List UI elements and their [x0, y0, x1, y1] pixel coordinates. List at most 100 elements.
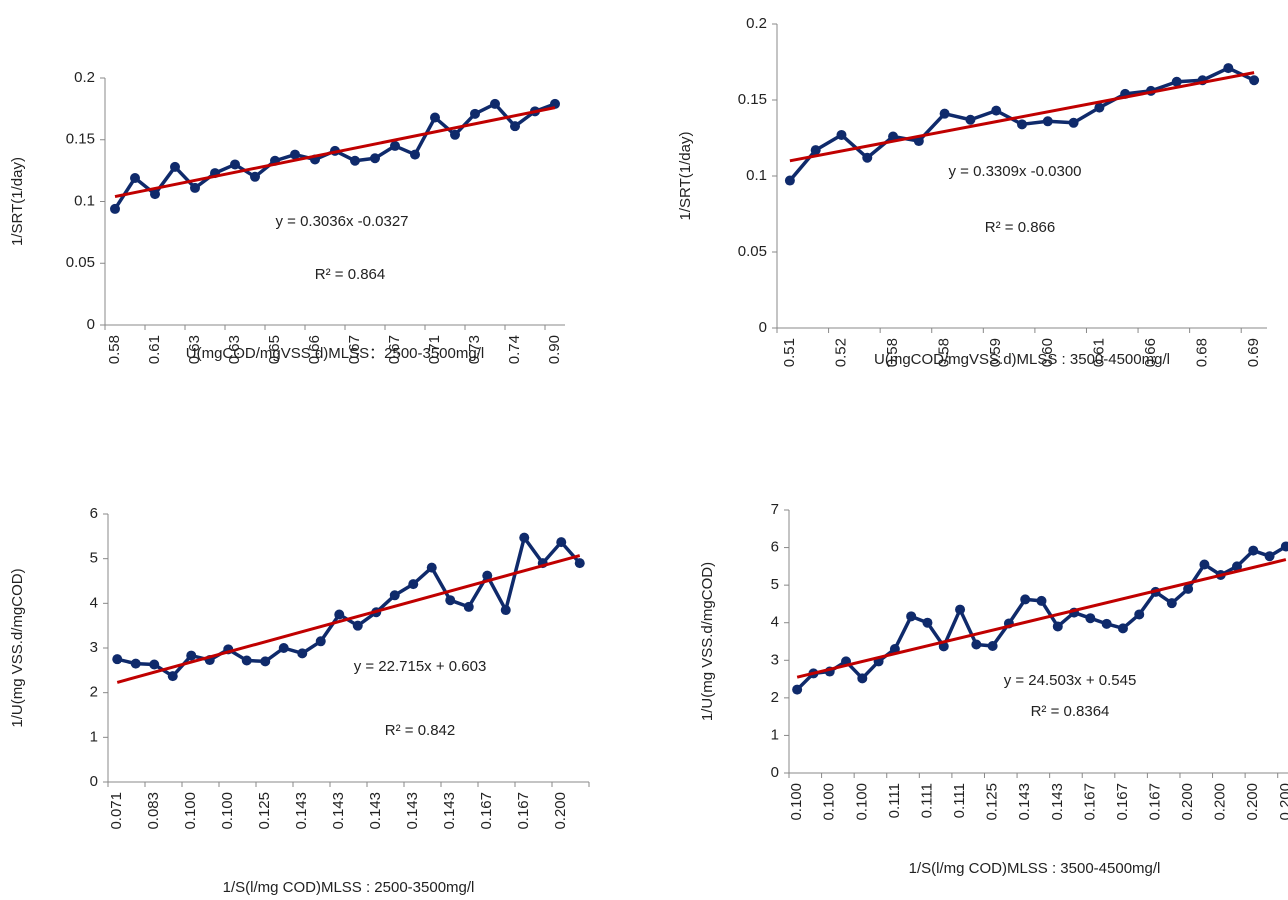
y-axis-title: 1/SRT(1/day): [677, 132, 694, 221]
data-point: [334, 609, 345, 620]
data-point: [1280, 541, 1288, 552]
x-tick-label: 0.111: [951, 783, 968, 818]
x-tick-label: 0.143: [293, 792, 310, 830]
data-point: [370, 153, 380, 164]
x-tick-label: 0.143: [1016, 783, 1033, 821]
y-tick-label: 0.2: [746, 15, 767, 32]
x-axis-title: 1/S(l/mg COD)MLSS : 2500-3500mg/l: [223, 879, 475, 896]
annotation: y = 22.715x + 0.603: [354, 658, 487, 675]
data-point: [510, 121, 520, 132]
x-tick-label: 0.66: [1142, 338, 1159, 367]
data-point: [352, 620, 363, 631]
x-tick-label: 0.200: [1179, 783, 1196, 821]
data-point: [1264, 551, 1275, 562]
x-tick-label: 0.125: [984, 783, 1001, 821]
data-point: [167, 671, 178, 682]
data-point: [290, 149, 300, 160]
x-tick-label: 0.61: [1090, 338, 1107, 367]
y-tick-label: 0.05: [66, 254, 95, 271]
data-point: [836, 129, 847, 140]
data-point: [241, 655, 252, 666]
y-tick-label: 7: [771, 501, 779, 518]
data-point: [482, 570, 493, 581]
data-point: [965, 114, 976, 125]
data-point: [389, 590, 400, 601]
y-tick-label: 3: [90, 639, 98, 656]
data-point: [991, 105, 1002, 116]
x-tick-label: 0.143: [330, 792, 347, 830]
data-point: [792, 684, 803, 695]
data-point: [463, 601, 474, 612]
y-tick-label: 0.2: [74, 69, 95, 86]
x-tick-label: 0.100: [182, 792, 199, 830]
x-tick-label: 0.167: [1081, 783, 1098, 821]
data-point: [130, 173, 140, 184]
x-tick-label: 0.125: [256, 792, 273, 830]
data-point: [955, 604, 966, 615]
y-axis-title: 1/U(mg VSS.d/mgCOD): [9, 568, 26, 727]
y-tick-label: 1: [771, 726, 779, 743]
data-point: [297, 648, 308, 659]
x-axis-title: 1/S(l/mg COD)MLSS : 3500-4500mg/l: [909, 860, 1161, 877]
x-tick-label: 0.167: [478, 792, 495, 830]
data-point: [445, 595, 456, 606]
x-tick-label: 0.111: [918, 783, 935, 818]
x-tick-label: 0.143: [441, 792, 458, 830]
data-point: [1223, 63, 1234, 74]
trendline: [116, 554, 581, 684]
data-point: [939, 108, 950, 119]
data-point: [1134, 609, 1145, 620]
data-point: [1068, 117, 1079, 128]
data-point: [408, 579, 419, 590]
data-point: [450, 129, 460, 140]
y-tick-label: 0: [771, 764, 779, 781]
y-tick-label: 2: [771, 689, 779, 706]
data-point: [1166, 598, 1177, 609]
annotation: R² = 0.8364: [1031, 703, 1110, 720]
x-tick-label: 0.66: [306, 335, 323, 364]
x-tick-label: 0.100: [788, 783, 805, 821]
data-point: [550, 98, 560, 109]
x-tick-label: 0.143: [404, 792, 421, 830]
x-tick-label: 0.90: [546, 335, 563, 364]
annotation: R² = 0.864: [315, 266, 385, 283]
x-tick-label: 0.52: [832, 338, 849, 367]
data-point: [186, 650, 197, 661]
data-point: [426, 562, 437, 573]
x-tick-label: 0.51: [781, 338, 798, 367]
data-point: [1085, 613, 1096, 624]
x-tick-label: 0.59: [987, 338, 1004, 367]
y-tick-label: 4: [771, 614, 779, 631]
data-point: [112, 654, 123, 665]
x-tick-label: 0.200: [1212, 783, 1229, 821]
data-point: [906, 611, 917, 622]
data-point: [1020, 594, 1031, 605]
x-tick-label: 0.67: [346, 335, 363, 364]
y-tick-label: 0.05: [738, 243, 767, 260]
data-point: [1042, 116, 1053, 127]
y-tick-label: 1: [90, 728, 98, 745]
y-tick-label: 6: [90, 505, 98, 522]
data-point: [350, 155, 360, 166]
data-point: [784, 175, 795, 186]
data-point: [519, 532, 530, 543]
x-tick-label: 0.200: [552, 792, 569, 830]
x-tick-label: 0.071: [108, 792, 125, 830]
y-tick-label: 0: [90, 773, 98, 790]
y-tick-label: 3: [771, 651, 779, 668]
x-tick-label: 0.61: [146, 335, 163, 364]
data-point: [1199, 559, 1210, 570]
x-tick-label: 0.68: [1193, 338, 1210, 367]
x-tick-label: 0.167: [515, 792, 532, 830]
y-tick-label: 4: [90, 594, 98, 611]
trendline: [796, 558, 1287, 679]
y-axis-title: 1/SRT(1/day): [9, 157, 26, 246]
x-tick-label: 0.200: [1244, 783, 1261, 821]
data-point: [260, 656, 271, 667]
x-axis-title: U(mgCOD/mgVSS.d)MLSS : 3500-4500mg/l: [874, 351, 1170, 368]
data-point: [149, 659, 160, 670]
data-point: [190, 182, 200, 193]
y-tick-label: 0.1: [74, 192, 95, 209]
